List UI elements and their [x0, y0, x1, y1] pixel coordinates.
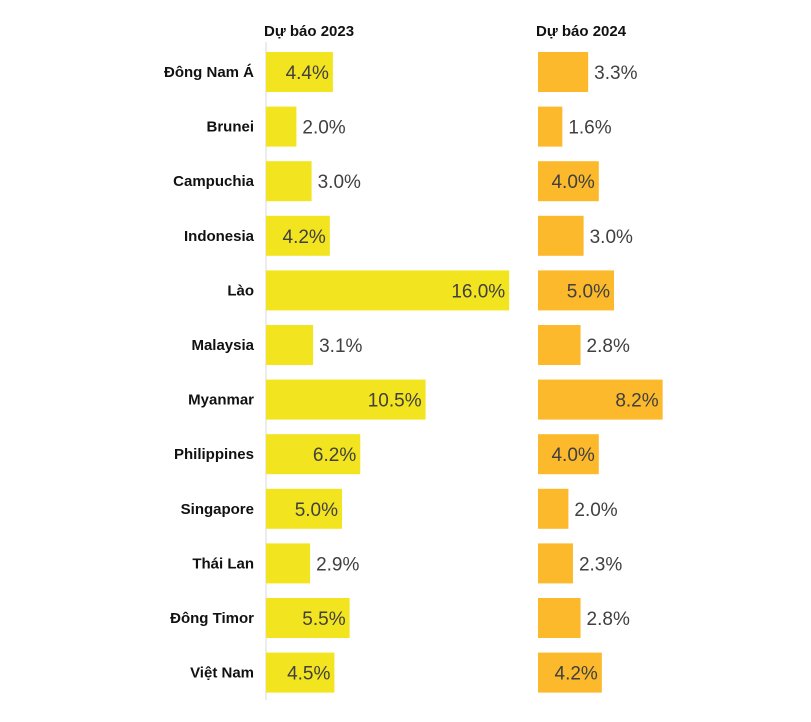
category-label: Indonesia	[184, 228, 255, 245]
data-label: 5.5%	[302, 609, 345, 630]
bar	[266, 161, 312, 202]
bar	[266, 215, 330, 256]
data-label: 2.0%	[574, 500, 617, 521]
category-label: Đông Nam Á	[164, 64, 254, 81]
bar	[266, 488, 342, 529]
bar	[266, 543, 311, 584]
data-label: 3.0%	[318, 172, 361, 193]
category-label: Việt Nam	[190, 665, 254, 682]
category-label: Thái Lan	[192, 555, 254, 572]
category-label: Philippines	[174, 446, 254, 463]
bar	[266, 52, 333, 92]
data-label: 2.8%	[587, 336, 630, 357]
bar	[538, 488, 569, 529]
data-label: 4.2%	[283, 227, 326, 248]
bar	[538, 52, 589, 92]
data-label: 16.0%	[451, 281, 505, 302]
bar	[266, 598, 350, 638]
bar	[538, 161, 599, 202]
data-label: 4.2%	[555, 664, 598, 685]
bar	[266, 270, 510, 311]
bar	[538, 215, 584, 256]
data-label: 2.3%	[579, 554, 622, 575]
category-label: Campuchia	[173, 173, 255, 190]
category-label: Malaysia	[191, 337, 254, 354]
data-label: 2.8%	[587, 609, 630, 630]
bar	[538, 106, 563, 147]
data-label: 4.4%	[286, 63, 329, 84]
bar	[538, 598, 581, 638]
bar	[538, 543, 573, 584]
bar	[538, 325, 581, 365]
series-header: Dự báo 2024	[536, 23, 627, 40]
bar	[266, 652, 335, 693]
data-label: 6.2%	[313, 445, 356, 466]
data-label: 5.0%	[295, 500, 338, 521]
bar	[538, 270, 614, 311]
bar	[266, 106, 297, 147]
data-label: 4.0%	[551, 172, 594, 193]
series-header: Dự báo 2023	[264, 23, 354, 40]
category-label: Brunei	[206, 119, 254, 136]
data-label: 5.0%	[567, 281, 610, 302]
data-label: 3.0%	[590, 227, 633, 248]
bar	[538, 379, 663, 420]
data-label: 8.2%	[615, 391, 658, 412]
data-label: 1.6%	[568, 118, 611, 139]
category-label: Đông Timor	[170, 610, 254, 627]
bar	[266, 379, 426, 420]
category-label: Lào	[227, 282, 254, 299]
category-label: Singapore	[181, 501, 254, 518]
data-label: 10.5%	[368, 391, 422, 412]
data-label: 4.5%	[287, 664, 330, 685]
data-label: 2.0%	[302, 118, 345, 139]
data-label: 2.9%	[316, 554, 359, 575]
category-label: Myanmar	[188, 392, 254, 409]
data-label: 3.1%	[319, 336, 362, 357]
data-label: 3.3%	[594, 63, 637, 84]
bar	[538, 434, 599, 475]
bar	[538, 652, 602, 693]
bar	[266, 434, 361, 475]
bar	[266, 325, 314, 365]
data-label: 4.0%	[551, 445, 594, 466]
